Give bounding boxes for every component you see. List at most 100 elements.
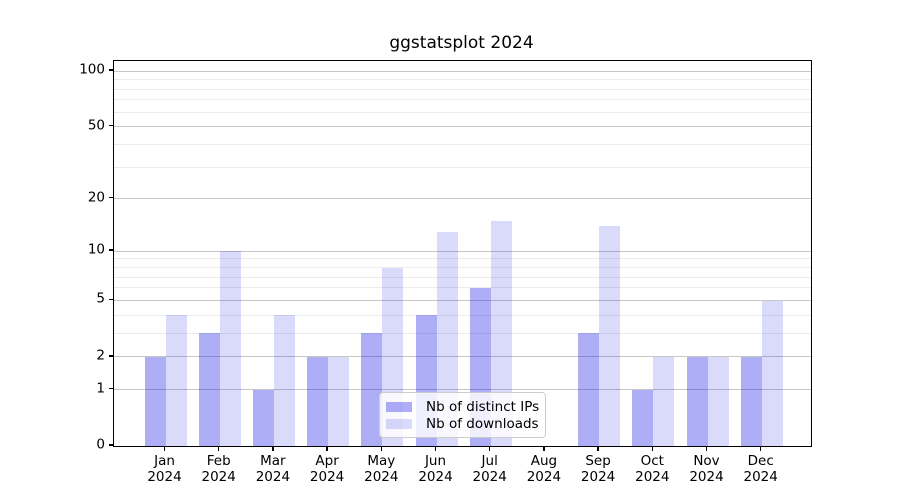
bar-distinct-ips-jan: [144, 356, 166, 446]
x-tick-year: 2024: [364, 469, 399, 485]
x-tick-month: May: [367, 453, 396, 469]
y-tick-label: 10: [87, 241, 105, 258]
x-tick-mark: [759, 446, 762, 451]
x-tick-label-dec: Dec 2024: [729, 453, 793, 485]
y-tick-label: 5: [96, 290, 105, 307]
x-tick-month: Sep: [585, 453, 611, 469]
bar-downloads-jan: [165, 315, 187, 446]
x-tick-label-feb: Feb 2024: [187, 453, 251, 485]
plot-area: [113, 60, 812, 447]
x-tick-mark: [434, 446, 437, 451]
bar-distinct-ips-oct: [632, 389, 654, 446]
y-tick-mark: [109, 444, 113, 446]
plot-canvas: [114, 61, 811, 446]
bar-downloads-jul: [490, 220, 512, 446]
x-tick-label-jan: Jan 2024: [133, 453, 197, 485]
bar-distinct-ips-may: [361, 333, 383, 446]
bar-distinct-ips-sep: [578, 333, 600, 446]
minor-gridline: [114, 88, 811, 90]
bar-downloads-nov: [707, 356, 729, 446]
bar-distinct-ips-dec: [740, 356, 762, 446]
legend: Nb of distinct IPs Nb of downloads: [379, 392, 546, 438]
x-tick-month: Feb: [206, 453, 231, 469]
x-tick-mark: [651, 446, 654, 451]
x-tick-mark: [705, 446, 708, 451]
y-tick-mark: [109, 298, 113, 301]
major-gridline: [114, 126, 811, 128]
minor-gridline: [114, 314, 811, 316]
x-tick-label-sep: Sep 2024: [566, 453, 630, 485]
x-tick-year: 2024: [201, 469, 236, 485]
legend-item: Nb of distinct IPs: [386, 398, 539, 416]
minor-gridline: [114, 276, 811, 278]
bar-downloads-sep: [599, 226, 621, 446]
x-tick-month: Oct: [640, 453, 664, 469]
bar-downloads-feb: [219, 251, 241, 446]
x-tick-month: Jun: [424, 453, 447, 469]
minor-gridline: [114, 267, 811, 269]
major-gridline: [114, 250, 811, 252]
x-tick-mark: [488, 446, 491, 451]
y-tick-mark: [109, 69, 113, 71]
legend-swatch-downloads: [386, 419, 412, 430]
x-tick-year: 2024: [147, 469, 182, 485]
x-tick-month: Dec: [747, 453, 774, 469]
x-tick-mark: [597, 446, 599, 451]
x-tick-year: 2024: [580, 469, 616, 485]
minor-gridline: [114, 143, 811, 145]
y-tick-label: 1: [96, 379, 105, 396]
minor-gridline: [114, 287, 811, 289]
bar-downloads-dec: [761, 300, 783, 446]
x-tick-mark: [326, 446, 328, 451]
x-tick-year: 2024: [743, 469, 778, 485]
x-tick-year: 2024: [418, 469, 453, 485]
major-gridline: [114, 356, 811, 358]
bar-distinct-ips-mar: [252, 389, 274, 446]
y-tick-mark: [109, 196, 113, 199]
x-tick-year: 2024: [255, 469, 291, 485]
x-tick-mark: [163, 446, 166, 451]
minor-gridline: [114, 99, 811, 101]
legend-item: Nb of downloads: [386, 416, 539, 434]
y-tick-mark: [109, 387, 113, 390]
x-tick-label-nov: Nov 2024: [675, 453, 739, 485]
major-gridline: [114, 198, 811, 200]
x-tick-mark: [217, 446, 220, 451]
x-tick-label-jun: Jun 2024: [404, 453, 468, 485]
x-tick-month: Jul: [481, 453, 498, 469]
x-tick-label-mar: Mar 2024: [241, 453, 305, 485]
x-tick-mark: [272, 446, 274, 451]
bar-downloads-mar: [273, 315, 295, 446]
legend-label: Nb of distinct IPs: [426, 398, 540, 415]
minor-gridline: [114, 79, 811, 81]
x-tick-year: 2024: [635, 469, 670, 485]
x-tick-year: 2024: [472, 469, 507, 485]
minor-gridline: [114, 166, 811, 168]
y-tick-label: 100: [79, 61, 105, 78]
x-tick-label-apr: Apr 2024: [295, 453, 359, 485]
major-gridline: [114, 299, 811, 301]
bar-distinct-ips-apr: [307, 356, 329, 446]
bar-downloads-apr: [328, 356, 350, 446]
x-tick-mark: [543, 446, 545, 451]
y-tick-label: 2: [96, 347, 105, 363]
major-gridline: [114, 389, 811, 391]
x-tick-month: Nov: [693, 453, 720, 469]
x-tick-label-aug: Aug 2024: [512, 453, 576, 485]
legend-label: Nb of downloads: [426, 416, 539, 433]
y-tick-mark: [109, 124, 113, 127]
x-tick-year: 2024: [689, 469, 724, 485]
x-tick-mark: [380, 446, 383, 451]
x-tick-year: 2024: [309, 469, 345, 485]
x-tick-label-may: May 2024: [349, 453, 413, 485]
y-tick-label: 0: [96, 436, 105, 453]
y-tick-mark: [109, 249, 113, 251]
x-tick-month: Mar: [260, 453, 286, 469]
minor-gridline: [114, 332, 811, 334]
x-tick-month: Aug: [530, 453, 558, 469]
major-gridline: [114, 70, 811, 72]
x-tick-month: Jan: [154, 453, 175, 469]
y-tick-mark: [109, 355, 113, 357]
minor-gridline: [114, 111, 811, 113]
minor-gridline: [114, 258, 811, 260]
